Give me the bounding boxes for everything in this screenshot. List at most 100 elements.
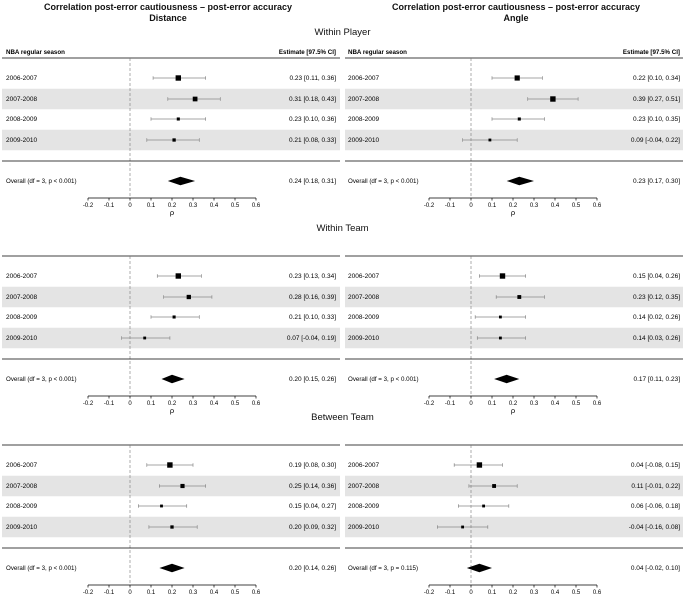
row-estimate: 0.31 [0.18, 0.43]: [289, 96, 336, 103]
x-tick-label: 0.3: [530, 590, 539, 595]
point-estimate: [499, 273, 506, 279]
row-band: [2, 327, 340, 349]
column-title-line2: Distance: [149, 13, 187, 23]
x-tick-label: 0.6: [252, 203, 261, 209]
row-label: 2009-2010: [348, 524, 379, 531]
overall-estimate: 0.20 [0.14, 0.26]: [289, 565, 336, 572]
x-tick-label: 0.5: [572, 203, 581, 209]
x-axis-label: ρ: [170, 406, 174, 415]
column-title-line1: Correlation post-error cautiousness – po…: [391, 2, 641, 12]
x-tick-label: 0.2: [509, 590, 518, 595]
row-label: 2007-2008: [6, 96, 37, 103]
overall-estimate: 0.24 [0.18, 0.31]: [289, 178, 336, 185]
row-estimate: 0.15 [0.04, 0.27]: [289, 503, 336, 510]
x-tick-label: -0.2: [424, 203, 435, 209]
row-label: 2007-2008: [6, 483, 37, 490]
x-tick-label: -0.2: [83, 590, 94, 595]
x-tick-label: 0: [128, 590, 132, 595]
row-estimate: 0.14 [0.02, 0.26]: [633, 314, 680, 321]
x-tick-label: 0: [469, 590, 473, 595]
x-tick-label: 0.1: [147, 401, 156, 407]
row-estimate: 0.11 [-0.01, 0.22]: [631, 483, 680, 490]
x-tick-label: 0.1: [488, 401, 497, 407]
row-estimate: 0.23 [0.11, 0.36]: [290, 75, 337, 82]
row-label: 2008-2009: [348, 314, 379, 321]
row-label: 2007-2008: [348, 96, 379, 103]
row-estimate: 0.39 [0.27, 0.51]: [633, 96, 680, 103]
x-tick-label: 0.3: [189, 590, 198, 595]
point-estimate: [492, 484, 497, 488]
x-tick-label: 0.4: [551, 401, 560, 407]
x-axis-label: ρ: [511, 208, 515, 217]
x-tick-label: -0.1: [445, 203, 456, 209]
row-label: 2006-2007: [6, 75, 37, 82]
x-tick-label: 0.4: [210, 590, 219, 595]
x-tick-label: 0.5: [572, 590, 581, 595]
row-estimate: 0.23 [0.13, 0.34]: [289, 273, 336, 280]
x-tick-label: 0.1: [488, 203, 497, 209]
point-estimate: [160, 504, 163, 508]
point-estimate: [498, 315, 502, 319]
point-estimate: [498, 336, 502, 340]
row-estimate: 0.22 [0.10, 0.34]: [633, 75, 680, 82]
row-label: 2006-2007: [348, 75, 379, 82]
row-estimate: 0.25 [0.14, 0.36]: [289, 483, 336, 490]
row-estimate: 0.23 [0.12, 0.35]: [633, 294, 680, 301]
x-tick-label: 0.1: [147, 590, 156, 595]
overall-estimate: 0.20 [0.15, 0.26]: [289, 376, 336, 383]
x-tick-label: 0.5: [231, 590, 240, 595]
x-tick-label: 0.4: [551, 203, 560, 209]
section-title-between-team: Between Team: [311, 412, 374, 423]
x-tick-label: -0.2: [83, 203, 94, 209]
x-axis-label: ρ: [511, 406, 515, 415]
x-tick-label: 0.3: [530, 401, 539, 407]
x-tick-label: 0: [128, 203, 132, 209]
row-estimate: 0.23 [0.10, 0.35]: [633, 116, 680, 123]
x-tick-label: 0.2: [168, 401, 177, 407]
point-estimate: [514, 75, 520, 81]
summary-diamond: [159, 563, 185, 573]
row-label: 2009-2010: [6, 524, 37, 531]
x-tick-label: 0.6: [252, 401, 261, 407]
row-band: [345, 88, 683, 110]
row-estimate: 0.28 [0.16, 0.39]: [289, 294, 336, 301]
point-estimate: [143, 336, 147, 340]
x-tick-label: 0.2: [509, 401, 518, 407]
row-label: 2008-2009: [6, 503, 37, 510]
x-tick-label: 0: [128, 401, 132, 407]
x-tick-label: -0.1: [104, 203, 115, 209]
x-tick-label: -0.2: [424, 590, 435, 595]
x-tick-label: 0.6: [252, 590, 261, 595]
x-tick-label: -0.1: [445, 401, 456, 407]
column-title-distance: Correlation post-error cautiousness – po…: [18, 2, 318, 24]
overall-label: Overall (df = 3, p < 0.001): [348, 376, 419, 383]
x-tick-label: 0.5: [231, 203, 240, 209]
x-tick-label: -0.1: [445, 590, 456, 595]
row-label: 2008-2009: [6, 116, 37, 123]
row-estimate: 0.09 [-0.04, 0.22]: [631, 137, 680, 144]
x-axis-label: ρ: [170, 208, 174, 217]
row-label: 2007-2008: [348, 483, 379, 490]
row-estimate: 0.04 [-0.08, 0.15]: [631, 462, 680, 469]
x-tick-label: -0.1: [104, 590, 115, 595]
column-title-angle: Correlation post-error cautiousness – po…: [366, 2, 666, 24]
overall-estimate: 0.17 [0.11, 0.23]: [634, 376, 681, 383]
point-estimate: [175, 75, 181, 81]
point-estimate: [170, 525, 174, 529]
row-label: 2006-2007: [348, 273, 379, 280]
row-label: 2009-2010: [348, 335, 379, 342]
point-estimate: [172, 138, 176, 142]
row-estimate: 0.19 [0.08, 0.30]: [289, 462, 336, 469]
row-estimate: 0.21 [0.10, 0.33]: [289, 314, 336, 321]
point-estimate: [186, 294, 191, 300]
row-label: 2007-2008: [6, 294, 37, 301]
header-estimate: Estimate [97.5% CI]: [279, 49, 336, 56]
header-label: NBA regular season: [6, 49, 65, 56]
point-estimate: [172, 315, 176, 319]
x-tick-label: 0.6: [593, 401, 602, 407]
point-estimate: [180, 483, 185, 489]
overall-label: Overall (df = 3, p < 0.001): [6, 376, 77, 383]
x-tick-label: -0.2: [424, 401, 435, 407]
x-tick-label: 0.3: [189, 401, 198, 407]
